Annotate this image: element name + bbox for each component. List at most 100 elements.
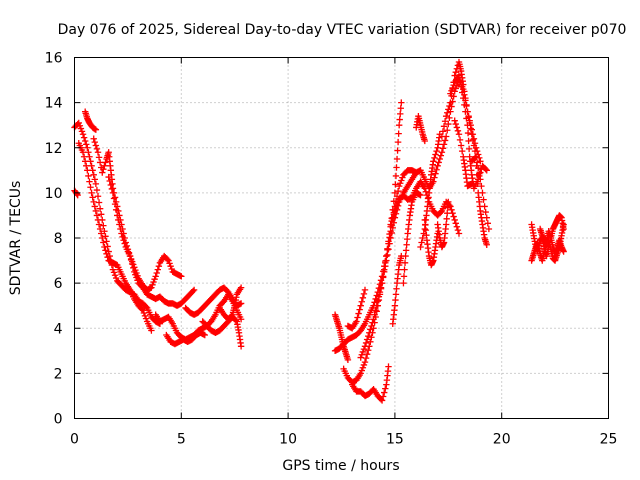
data-point (373, 302, 380, 309)
data-point (450, 213, 457, 220)
data-point (438, 149, 446, 156)
data-point (473, 147, 481, 155)
x-tick-label: 20 (493, 432, 511, 448)
data-point (472, 153, 480, 160)
data-point (77, 125, 85, 132)
data-point (95, 199, 103, 206)
data-point (359, 294, 367, 301)
data-point (112, 206, 120, 213)
data-point (445, 106, 452, 113)
data-point (358, 298, 365, 305)
data-point (455, 230, 463, 237)
data-point (395, 130, 402, 137)
data-point (128, 260, 136, 268)
data-point (96, 205, 104, 212)
data-point (452, 68, 459, 76)
data-point (392, 172, 400, 180)
data-point (469, 136, 477, 144)
x-tick-labels: 0 5 10 15 20 25 (70, 432, 617, 448)
data-point (451, 216, 458, 224)
data-point (373, 308, 380, 315)
data-point (76, 122, 84, 129)
data-point (109, 189, 117, 197)
data-point (75, 119, 82, 127)
data-point (83, 141, 90, 148)
data-point (110, 195, 118, 202)
data-point (439, 145, 447, 152)
y-tick-label: 6 (54, 276, 63, 292)
data-point (444, 209, 451, 217)
data-point (126, 252, 134, 260)
data-point (449, 209, 456, 217)
data-point (445, 120, 452, 128)
data-point (461, 101, 468, 109)
data-point (433, 147, 440, 155)
data-point (482, 208, 489, 216)
data-point (395, 121, 403, 129)
x-tick-label: 10 (279, 432, 297, 448)
data-point (359, 348, 367, 356)
data-point (397, 105, 404, 112)
data-point (189, 287, 197, 295)
data-point (361, 343, 369, 350)
data-point (480, 196, 487, 203)
data-point (437, 208, 445, 216)
data-point (440, 123, 448, 130)
data-point (152, 273, 159, 280)
data-point (79, 149, 87, 156)
data-point (106, 177, 113, 185)
data-point (371, 311, 378, 318)
data-point (98, 211, 105, 218)
data-point (84, 144, 91, 151)
data-point (473, 162, 480, 169)
y-axis-label: SDTVAR / TECUs (8, 181, 24, 296)
data-point (394, 199, 402, 206)
data-point (232, 317, 239, 324)
data-point (108, 185, 116, 193)
data-point (165, 257, 172, 264)
data-point (442, 221, 450, 228)
data-point (94, 216, 102, 224)
data-point (560, 221, 567, 228)
data-point (401, 266, 408, 273)
data-point (363, 336, 371, 343)
data-point (369, 319, 376, 326)
data-point (102, 159, 109, 166)
data-point (103, 238, 110, 245)
data-point (386, 240, 393, 247)
data-point (453, 124, 461, 131)
data-point (127, 256, 135, 264)
data-point (142, 315, 150, 322)
data-point (454, 226, 462, 234)
data-point (395, 182, 403, 190)
data-point (367, 326, 374, 333)
y-tick-label: 8 (54, 231, 63, 247)
data-point (114, 212, 121, 219)
data-point (398, 99, 405, 106)
data-point (392, 181, 399, 188)
data-point (471, 140, 479, 147)
data-point (483, 241, 490, 248)
y-tick-label: 0 (54, 412, 63, 428)
data-point (470, 135, 478, 142)
data-point (354, 314, 361, 321)
data-point (387, 234, 394, 242)
data-point (458, 89, 466, 96)
data-point (433, 166, 440, 173)
data-point (101, 228, 108, 235)
data-point (90, 171, 97, 179)
data-point (438, 133, 446, 140)
y-tick-label: 14 (45, 96, 63, 112)
data-point (450, 81, 457, 89)
data-point (93, 186, 101, 194)
data-point (99, 169, 106, 176)
data-point (98, 230, 105, 237)
data-point (361, 358, 369, 366)
data-point (121, 240, 128, 247)
data-point (381, 389, 388, 396)
data-point (237, 343, 245, 350)
data-point (359, 364, 367, 371)
data-point (381, 268, 388, 276)
data-point (374, 297, 382, 305)
data-point (86, 178, 93, 185)
